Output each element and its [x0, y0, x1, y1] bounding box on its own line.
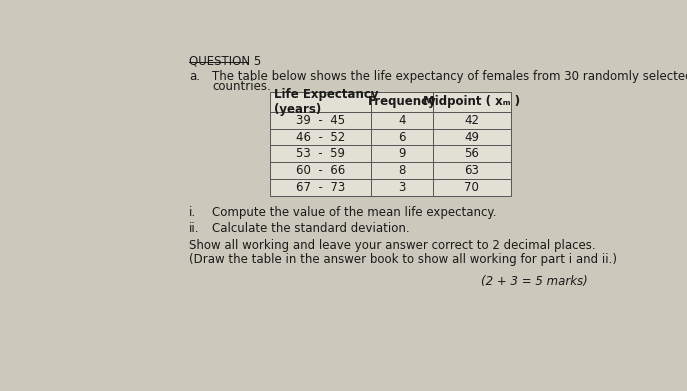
Bar [270, 91, 371, 111]
Text: Compute the value of the mean life expectancy.: Compute the value of the mean life expec… [212, 206, 497, 219]
Text: 49: 49 [464, 131, 480, 143]
Text: Calculate the standard deviation.: Calculate the standard deviation. [212, 222, 410, 235]
Text: 39  -  45: 39 - 45 [296, 113, 346, 127]
Text: ii.: ii. [189, 222, 199, 235]
Text: 53  -  59: 53 - 59 [296, 147, 345, 160]
Text: (2 + 3 = 5 marks): (2 + 3 = 5 marks) [482, 275, 588, 288]
Text: The table below shows the life expectancy of females from 30 randomly selected: The table below shows the life expectanc… [212, 70, 687, 83]
Bar [371, 179, 433, 196]
Bar [371, 91, 433, 111]
Bar [433, 179, 510, 196]
Bar [371, 162, 433, 179]
Bar [270, 179, 371, 196]
Bar [433, 91, 510, 111]
Bar [270, 145, 371, 162]
Bar [371, 145, 433, 162]
Bar [433, 162, 510, 179]
Bar [433, 111, 510, 129]
Text: 4: 4 [398, 113, 406, 127]
Text: 70: 70 [464, 181, 480, 194]
Text: 60  -  66: 60 - 66 [296, 164, 346, 178]
Text: 6: 6 [398, 131, 406, 143]
Text: 8: 8 [398, 164, 406, 178]
Bar [371, 111, 433, 129]
Text: 63: 63 [464, 164, 480, 178]
Text: Frequency: Frequency [368, 95, 436, 108]
Bar [270, 162, 371, 179]
Text: 46  -  52: 46 - 52 [296, 131, 346, 143]
Bar [270, 111, 371, 129]
Text: Life Expectancy
(years): Life Expectancy (years) [274, 88, 379, 116]
Text: Show all working and leave your answer correct to 2 decimal places.: Show all working and leave your answer c… [189, 239, 596, 253]
Text: 67  -  73: 67 - 73 [296, 181, 346, 194]
Bar [270, 129, 371, 145]
Text: 3: 3 [398, 181, 406, 194]
Text: QUESTION 5: QUESTION 5 [189, 55, 261, 68]
Text: 42: 42 [464, 113, 480, 127]
Bar [433, 129, 510, 145]
Text: Midpoint ( xₘ ): Midpoint ( xₘ ) [423, 95, 520, 108]
Text: (Draw the table in the answer book to show all working for part i and ii.): (Draw the table in the answer book to sh… [189, 253, 617, 266]
Bar [371, 129, 433, 145]
Text: a.: a. [189, 70, 200, 83]
Bar [433, 145, 510, 162]
Text: 56: 56 [464, 147, 480, 160]
Text: 9: 9 [398, 147, 406, 160]
Text: i.: i. [189, 206, 196, 219]
Text: countries.: countries. [212, 80, 271, 93]
